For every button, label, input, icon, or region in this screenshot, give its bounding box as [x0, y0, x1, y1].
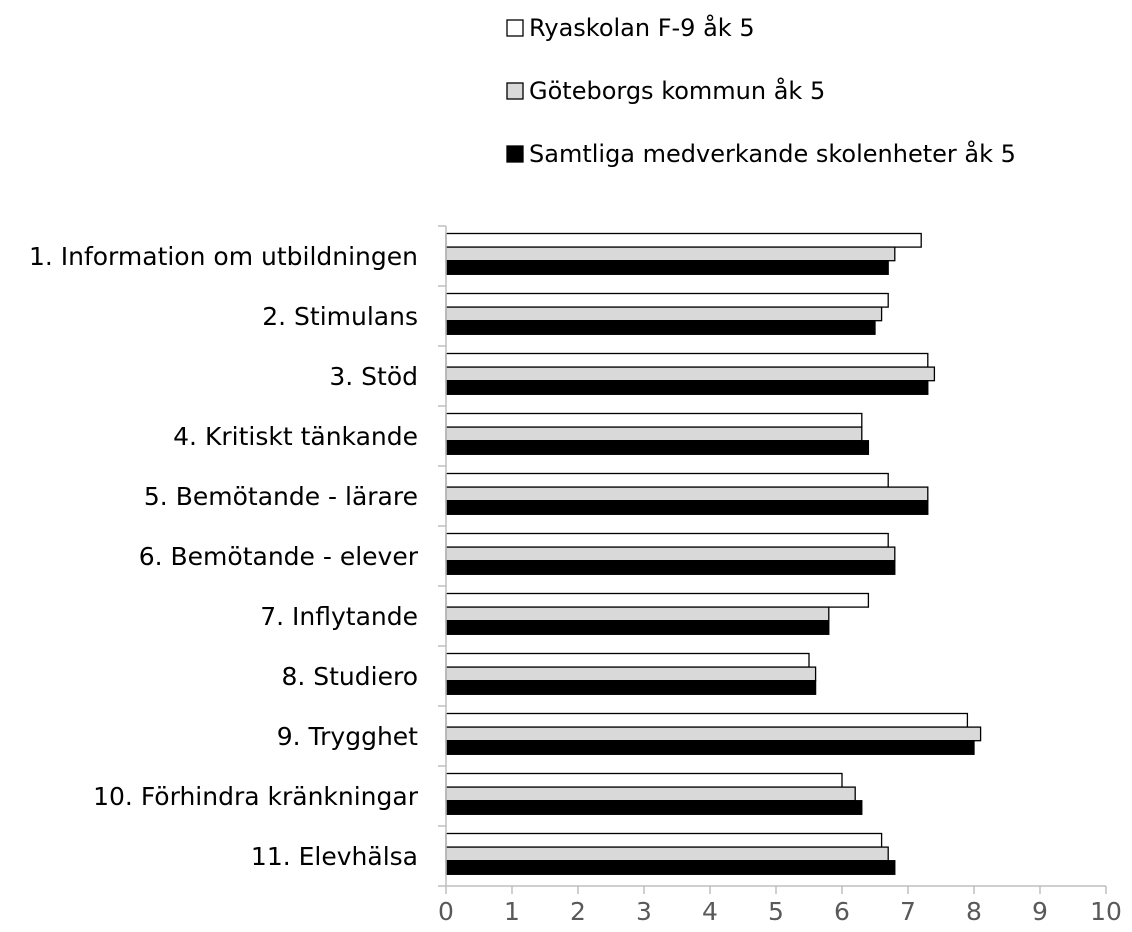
bar-5-series-3 — [445, 500, 929, 515]
bar-10-series-1 — [445, 772, 843, 788]
bar-1-series-1 — [445, 232, 922, 248]
bar-9-series-3 — [445, 740, 975, 755]
bar-9-series-1 — [445, 712, 969, 728]
bar-8-series-1 — [445, 652, 810, 668]
category-label: 3. Stöd — [329, 362, 418, 391]
bar-1-series-2 — [445, 246, 896, 262]
bar-6-series-2 — [445, 546, 896, 562]
x-tick-label: 2 — [570, 897, 586, 926]
bar-8-series-2 — [445, 666, 817, 682]
legend-label-3: Samtliga medverkande skolenheter åk 5 — [529, 139, 1016, 168]
x-tick-label: 0 — [438, 897, 454, 926]
category-label: 11. Elevhälsa — [251, 842, 418, 871]
bar-7-series-2 — [445, 606, 830, 622]
category-label: 8. Studiero — [281, 662, 418, 691]
x-tick-label: 4 — [702, 897, 718, 926]
legend-label-2: Göteborgs kommun åk 5 — [529, 76, 825, 105]
x-tick-label: 7 — [900, 897, 916, 926]
category-label: 4. Kritiskt tänkande — [173, 422, 418, 451]
bar-9-series-2 — [445, 726, 982, 742]
legend-swatch-3 — [506, 145, 524, 163]
x-tick-label: 9 — [1032, 897, 1048, 926]
bar-7-series-3 — [445, 620, 830, 635]
legend-label-1: Ryaskolan F-9 åk 5 — [529, 13, 755, 42]
x-tick-label: 10 — [1090, 897, 1122, 926]
bar-6-series-3 — [445, 560, 896, 575]
bar-4-series-1 — [445, 412, 863, 428]
legend: Ryaskolan F-9 åk 5 Göteborgs kommun åk 5 S… — [506, 13, 1016, 168]
bar-3-series-3 — [445, 380, 929, 395]
bar-4-series-2 — [445, 426, 863, 442]
bar-11-series-3 — [445, 860, 896, 875]
bar-3-series-1 — [445, 352, 929, 368]
bar-11-series-2 — [445, 846, 889, 862]
bar-7-series-1 — [445, 592, 870, 608]
bar-2-series-2 — [445, 306, 883, 322]
bar-5-series-1 — [445, 472, 889, 488]
y-axis: 1. Information om utbildningen 2. Stimula… — [29, 225, 447, 887]
bar-10-series-2 — [445, 786, 856, 802]
bar-2-series-3 — [445, 320, 876, 335]
category-label: 1. Information om utbildningen — [29, 242, 418, 271]
bars — [445, 232, 982, 875]
category-label: 5. Bemötande - lärare — [144, 482, 418, 511]
bar-8-series-3 — [445, 680, 817, 695]
bar-11-series-1 — [445, 832, 883, 848]
bar-4-series-3 — [445, 440, 870, 455]
bar-1-series-3 — [445, 260, 889, 275]
x-tick-label: 8 — [966, 897, 982, 926]
bar-6-series-1 — [445, 532, 889, 548]
x-tick-label: 5 — [768, 897, 784, 926]
x-axis: 0 1 2 3 4 5 6 7 8 9 10 — [438, 885, 1122, 926]
legend-swatch-2 — [506, 82, 524, 100]
category-label: 10. Förhindra kränkningar — [93, 782, 419, 811]
bar-5-series-2 — [445, 486, 929, 502]
category-label: 7. Inflytande — [260, 602, 418, 631]
bar-3-series-2 — [445, 366, 936, 382]
bar-2-series-1 — [445, 292, 889, 308]
x-tick-label: 1 — [504, 897, 520, 926]
category-label: 9. Trygghet — [277, 722, 418, 751]
category-label: 6. Bemötande - elever — [139, 542, 419, 571]
x-tick-label: 6 — [834, 897, 850, 926]
legend-swatch-1 — [506, 19, 524, 37]
x-tick-label: 3 — [636, 897, 652, 926]
bar-10-series-3 — [445, 800, 863, 815]
category-label: 2. Stimulans — [262, 302, 418, 331]
